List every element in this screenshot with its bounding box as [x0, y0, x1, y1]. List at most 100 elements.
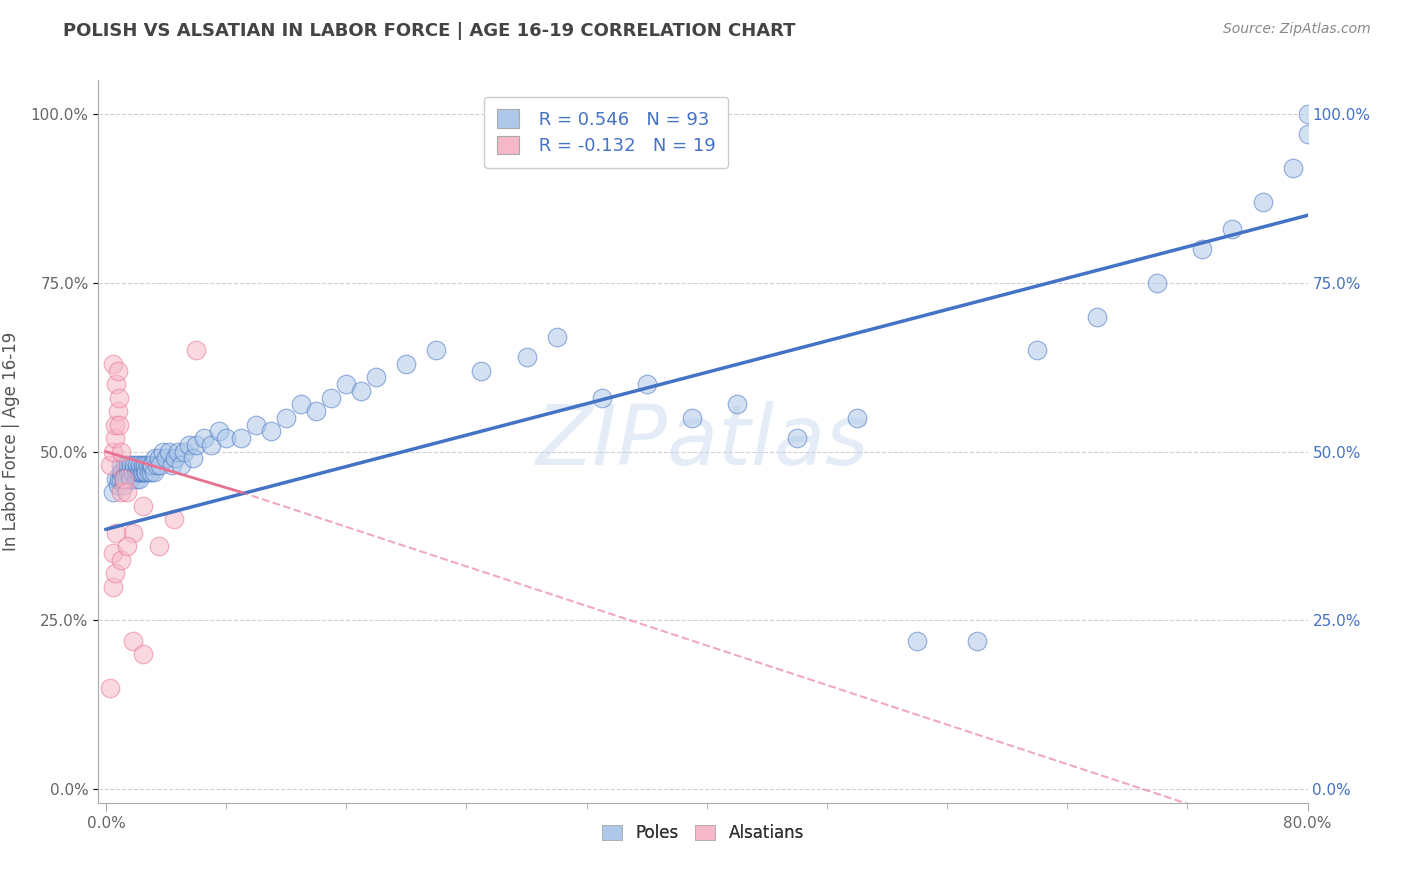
Point [155, 451, 177, 466]
Point [104, 417, 127, 432]
Point [146, 458, 169, 472]
Point [121, 472, 143, 486]
Point [107, 404, 129, 418]
Point [132, 647, 155, 661]
Point [117, 465, 139, 479]
Point [335, 377, 357, 392]
Point [134, 465, 156, 479]
Point [160, 458, 183, 472]
Point [167, 444, 190, 458]
Point [108, 391, 131, 405]
Point [134, 458, 156, 472]
Point [128, 465, 150, 479]
Point [105, 472, 128, 486]
Point [131, 465, 153, 479]
Point [591, 391, 613, 405]
Point [184, 438, 207, 452]
Point [966, 633, 988, 648]
Point [136, 458, 159, 472]
Point [108, 417, 131, 432]
Point [157, 444, 180, 458]
Point [1281, 161, 1303, 175]
Point [127, 465, 149, 479]
Point [132, 458, 155, 472]
Point [636, 377, 658, 392]
Point [122, 465, 145, 479]
Point [132, 465, 155, 479]
Point [170, 458, 193, 472]
Text: Source: ZipAtlas.com: Source: ZipAtlas.com [1223, 22, 1371, 37]
Point [122, 633, 145, 648]
Point [139, 458, 162, 472]
Point [145, 451, 167, 466]
Point [100, 458, 122, 472]
Point [114, 465, 136, 479]
Point [103, 357, 125, 371]
Point [104, 431, 127, 445]
Point [112, 478, 135, 492]
Point [1296, 128, 1319, 142]
Point [395, 357, 418, 371]
Point [350, 384, 373, 398]
Point [118, 465, 141, 479]
Point [112, 472, 135, 486]
Point [118, 472, 141, 486]
Point [162, 512, 184, 526]
Point [149, 458, 172, 472]
Point [103, 580, 125, 594]
Point [128, 472, 150, 486]
Point [129, 465, 152, 479]
Point [470, 364, 492, 378]
Point [1146, 276, 1168, 290]
Point [905, 633, 928, 648]
Point [141, 458, 163, 472]
Point [115, 539, 138, 553]
Point [143, 465, 166, 479]
Point [105, 525, 128, 540]
Legend: Poles, Alsatians: Poles, Alsatians [595, 817, 811, 848]
Point [305, 404, 328, 418]
Point [110, 485, 132, 500]
Point [366, 370, 388, 384]
Point [290, 397, 312, 411]
Point [108, 472, 131, 486]
Point [107, 364, 129, 378]
Point [152, 444, 174, 458]
Point [148, 539, 170, 553]
Point [115, 485, 138, 500]
Text: POLISH VS ALSATIAN IN LABOR FORCE | AGE 16-19 CORRELATION CHART: POLISH VS ALSATIAN IN LABOR FORCE | AGE … [63, 22, 796, 40]
Point [115, 472, 138, 486]
Point [173, 444, 195, 458]
Point [122, 465, 145, 479]
Point [1026, 343, 1049, 358]
Point [321, 391, 343, 405]
Point [163, 451, 186, 466]
Point [135, 465, 157, 479]
Point [110, 552, 132, 566]
Point [260, 425, 283, 439]
Point [193, 431, 215, 445]
Point [110, 458, 132, 472]
Point [124, 458, 146, 472]
Point [229, 431, 252, 445]
Point [725, 397, 748, 411]
Point [103, 444, 125, 458]
Point [207, 425, 229, 439]
Point [184, 343, 207, 358]
Point [105, 377, 128, 392]
Point [1296, 107, 1319, 121]
Point [117, 458, 139, 472]
Point [127, 458, 149, 472]
Point [110, 465, 132, 479]
Point [110, 472, 132, 486]
Point [114, 458, 136, 472]
Point [1251, 194, 1274, 209]
Point [1222, 222, 1244, 236]
Point [103, 485, 125, 500]
Text: ZIPatlas: ZIPatlas [536, 401, 870, 482]
Point [1085, 310, 1108, 324]
Point [245, 417, 267, 432]
Point [104, 566, 127, 581]
Point [132, 499, 155, 513]
Point [112, 472, 135, 486]
